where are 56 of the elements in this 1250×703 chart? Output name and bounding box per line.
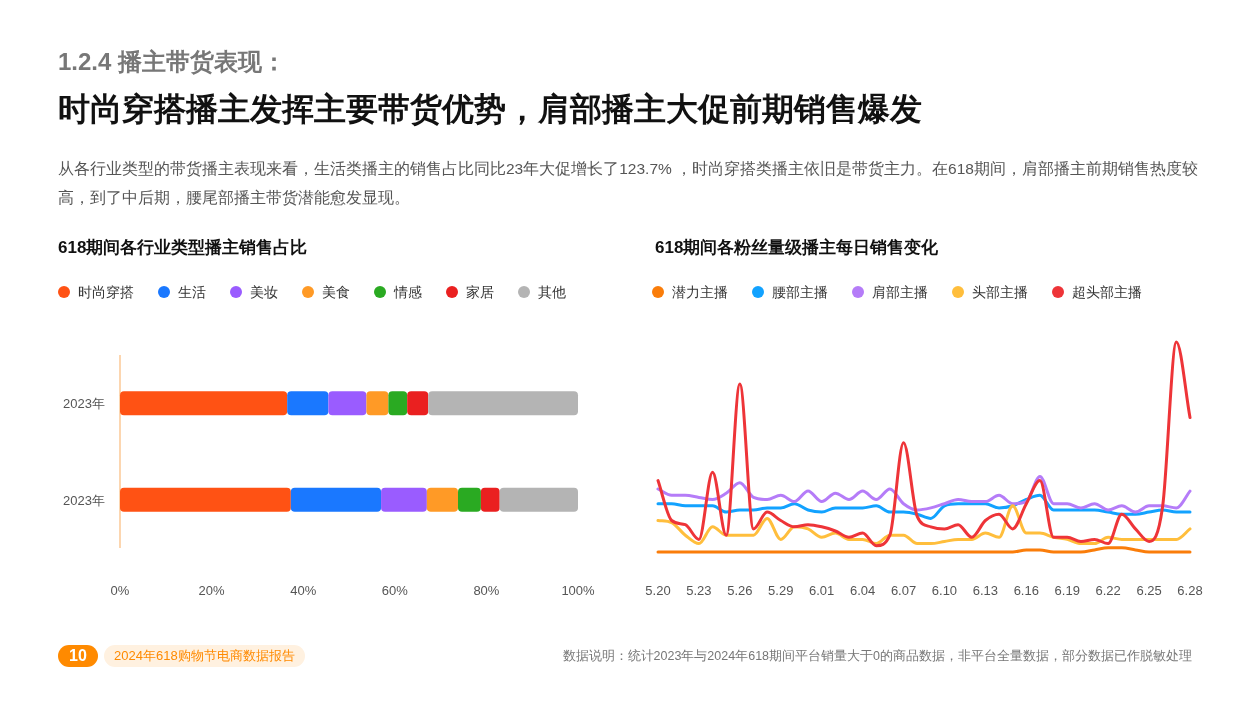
bar bbox=[381, 487, 427, 512]
x-tick-label: 6.13 bbox=[972, 583, 999, 598]
legend-label: 情感 bbox=[393, 284, 422, 300]
legend-label: 生活 bbox=[178, 284, 206, 300]
x-tick-label: 100% bbox=[561, 583, 596, 598]
bar bbox=[499, 487, 578, 512]
x-tick-label: 5.29 bbox=[768, 583, 794, 598]
x-tick-label: 6.04 bbox=[849, 583, 876, 598]
x-tick-label: 6.19 bbox=[1054, 583, 1080, 598]
y-tick-label: 2023年 bbox=[63, 396, 105, 412]
text: 1.2.4 播主带货表现： bbox=[58, 47, 287, 77]
bar bbox=[120, 487, 291, 512]
legend-label: 肩部主播 bbox=[872, 284, 928, 300]
legend-label: 时尚穿搭 bbox=[78, 284, 134, 300]
x-tick-label: 60% bbox=[381, 583, 409, 598]
bar bbox=[426, 487, 458, 512]
legend-label: 腰部主播 bbox=[772, 284, 828, 300]
x-tick-label: 80% bbox=[473, 583, 500, 598]
bar bbox=[407, 391, 429, 416]
x-tick-label: 0% bbox=[110, 583, 130, 598]
x-tick-label: 6.22 bbox=[1095, 583, 1121, 598]
x-tick-label: 20% bbox=[198, 583, 226, 598]
x-tick-label: 5.23 bbox=[686, 583, 712, 598]
x-tick-label: 5.20 bbox=[645, 583, 671, 598]
bar bbox=[480, 487, 500, 512]
x-tick-label: 6.01 bbox=[809, 583, 835, 598]
x-tick-label: 6.07 bbox=[890, 583, 917, 598]
x-tick-label: 40% bbox=[290, 583, 317, 598]
legend-label: 潜力主播 bbox=[672, 284, 728, 300]
bar bbox=[428, 391, 578, 416]
x-tick-label: 6.16 bbox=[1013, 583, 1039, 598]
x-tick-label: 6.10 bbox=[931, 583, 958, 598]
bar bbox=[388, 391, 408, 416]
legend-label: 头部主播 bbox=[972, 284, 1028, 300]
bar bbox=[328, 391, 367, 416]
text: 从各行业类型的带货播主表现来看，生活类播主的销售占比同比23年大促增长了123.7% ，时尚穿搭类播主依旧是带货主力。在618期间，肩部播主前期销售热度较高，到了中后期，腰尾部播主带货潜能愈发显现。 bbox=[58, 159, 1198, 208]
bar bbox=[290, 487, 382, 512]
legend-label: 家居 bbox=[466, 284, 494, 300]
legend-label: 其他 bbox=[538, 284, 566, 300]
text: 2024年618购物节电商数据报告 bbox=[104, 645, 305, 667]
x-tick-label: 6.28 bbox=[1177, 583, 1203, 598]
x-tick-label: 6.25 bbox=[1136, 583, 1162, 598]
text: 10 bbox=[58, 645, 98, 667]
bar bbox=[287, 391, 329, 416]
y-tick-label: 2023年 bbox=[63, 492, 105, 508]
text: 时尚穿搭播主发挥主要带货优势，肩部播主大促前期销售爆发 bbox=[58, 90, 922, 129]
legend-label: 美妆 bbox=[250, 284, 278, 300]
bar bbox=[366, 391, 389, 416]
chart-title: 618期间各行业类型播主销售占比 bbox=[58, 238, 308, 257]
text: 数据说明：统计2023年与2024年618期间平台销量大于0的商品数据，非平台全量数据，部分数据已作脱敏处理 bbox=[561, 648, 1192, 665]
bar bbox=[458, 487, 481, 512]
legend-label: 超头部主播 bbox=[1072, 284, 1142, 300]
x-tick-label: 5.26 bbox=[727, 583, 753, 598]
bar bbox=[120, 391, 288, 416]
legend-label: 美食 bbox=[322, 284, 350, 300]
chart-title: 618期间各粉丝量级播主每日销售变化 bbox=[655, 238, 940, 257]
